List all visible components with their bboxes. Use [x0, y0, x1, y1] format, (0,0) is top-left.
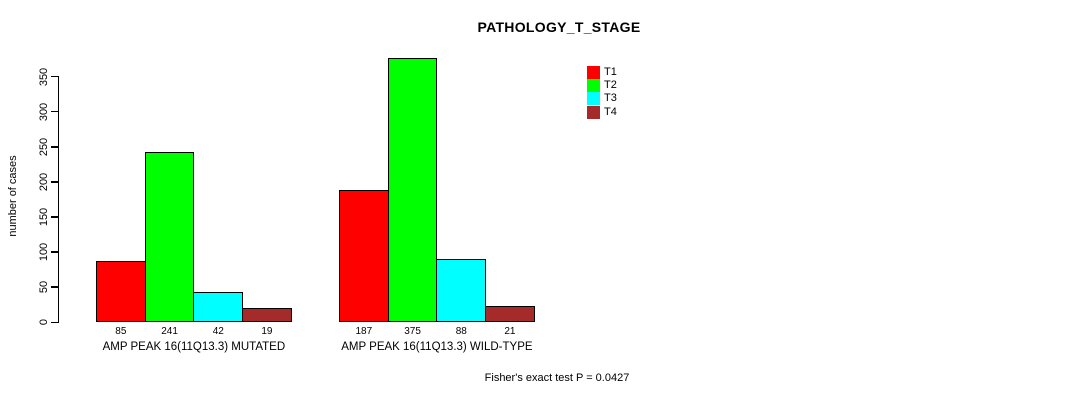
y-axis-tick [51, 251, 59, 253]
y-axis-tick-label: 100 [38, 242, 50, 262]
bar-t2-group1 [144, 151, 195, 322]
y-axis-line [58, 76, 60, 323]
y-axis-tick [51, 146, 59, 148]
y-axis-tick-label: 150 [38, 207, 50, 226]
bar-t4-group1 [242, 307, 292, 322]
y-axis-tick-label: 350 [38, 67, 50, 86]
bar-value-label: 19 [261, 326, 273, 337]
y-axis-tick [51, 321, 59, 323]
bar-t2-group2 [387, 57, 438, 322]
bar-t1-group2 [339, 189, 389, 322]
bar-value-label: 88 [455, 326, 467, 337]
bar-t3-group2 [436, 259, 487, 322]
legend-label-t2: T2 [604, 79, 617, 92]
y-axis-tick [51, 286, 59, 288]
group-label: AMP PEAK 16(11Q13.3) WILD-TYPE [341, 341, 533, 353]
y-axis-tick [51, 76, 59, 78]
y-axis-tick-label: 300 [38, 102, 50, 121]
legend-swatch-t4 [587, 105, 600, 119]
bar-t4-group2 [485, 306, 535, 322]
group-label: AMP PEAK 16(11Q13.3) MUTATED [102, 341, 286, 353]
chart-title: PATHOLOGY_T_STAGE [477, 19, 641, 35]
y-axis-label: number of cases [7, 155, 19, 237]
y-axis-tick [51, 181, 59, 183]
legend-swatch-t2 [587, 79, 600, 93]
legend-swatch-t1 [587, 66, 600, 79]
bar-value-label: 375 [404, 326, 421, 337]
bar-value-label: 187 [355, 326, 373, 337]
y-axis-tick-label: 50 [38, 280, 50, 294]
bar-value-label: 21 [504, 326, 516, 337]
fisher-test-annotation: Fisher's exact test P = 0.0427 [484, 372, 630, 384]
y-axis-tick-label: 250 [38, 137, 50, 156]
legend-label-t4: T4 [604, 105, 617, 118]
bar-t1-group1 [96, 261, 146, 322]
bar-value-label: 85 [115, 326, 127, 337]
legend-label-t3: T3 [604, 92, 617, 105]
bar-value-label: 42 [212, 326, 224, 337]
y-axis-tick [51, 111, 59, 113]
y-axis-tick-label: 200 [38, 172, 50, 191]
y-axis-tick [51, 216, 59, 218]
y-axis-tick-label: 0 [38, 318, 50, 326]
legend-label-t1: T1 [604, 66, 617, 78]
bar-value-label: 241 [161, 326, 178, 337]
legend-swatch-t3 [587, 92, 600, 106]
bar-t3-group1 [193, 291, 244, 322]
